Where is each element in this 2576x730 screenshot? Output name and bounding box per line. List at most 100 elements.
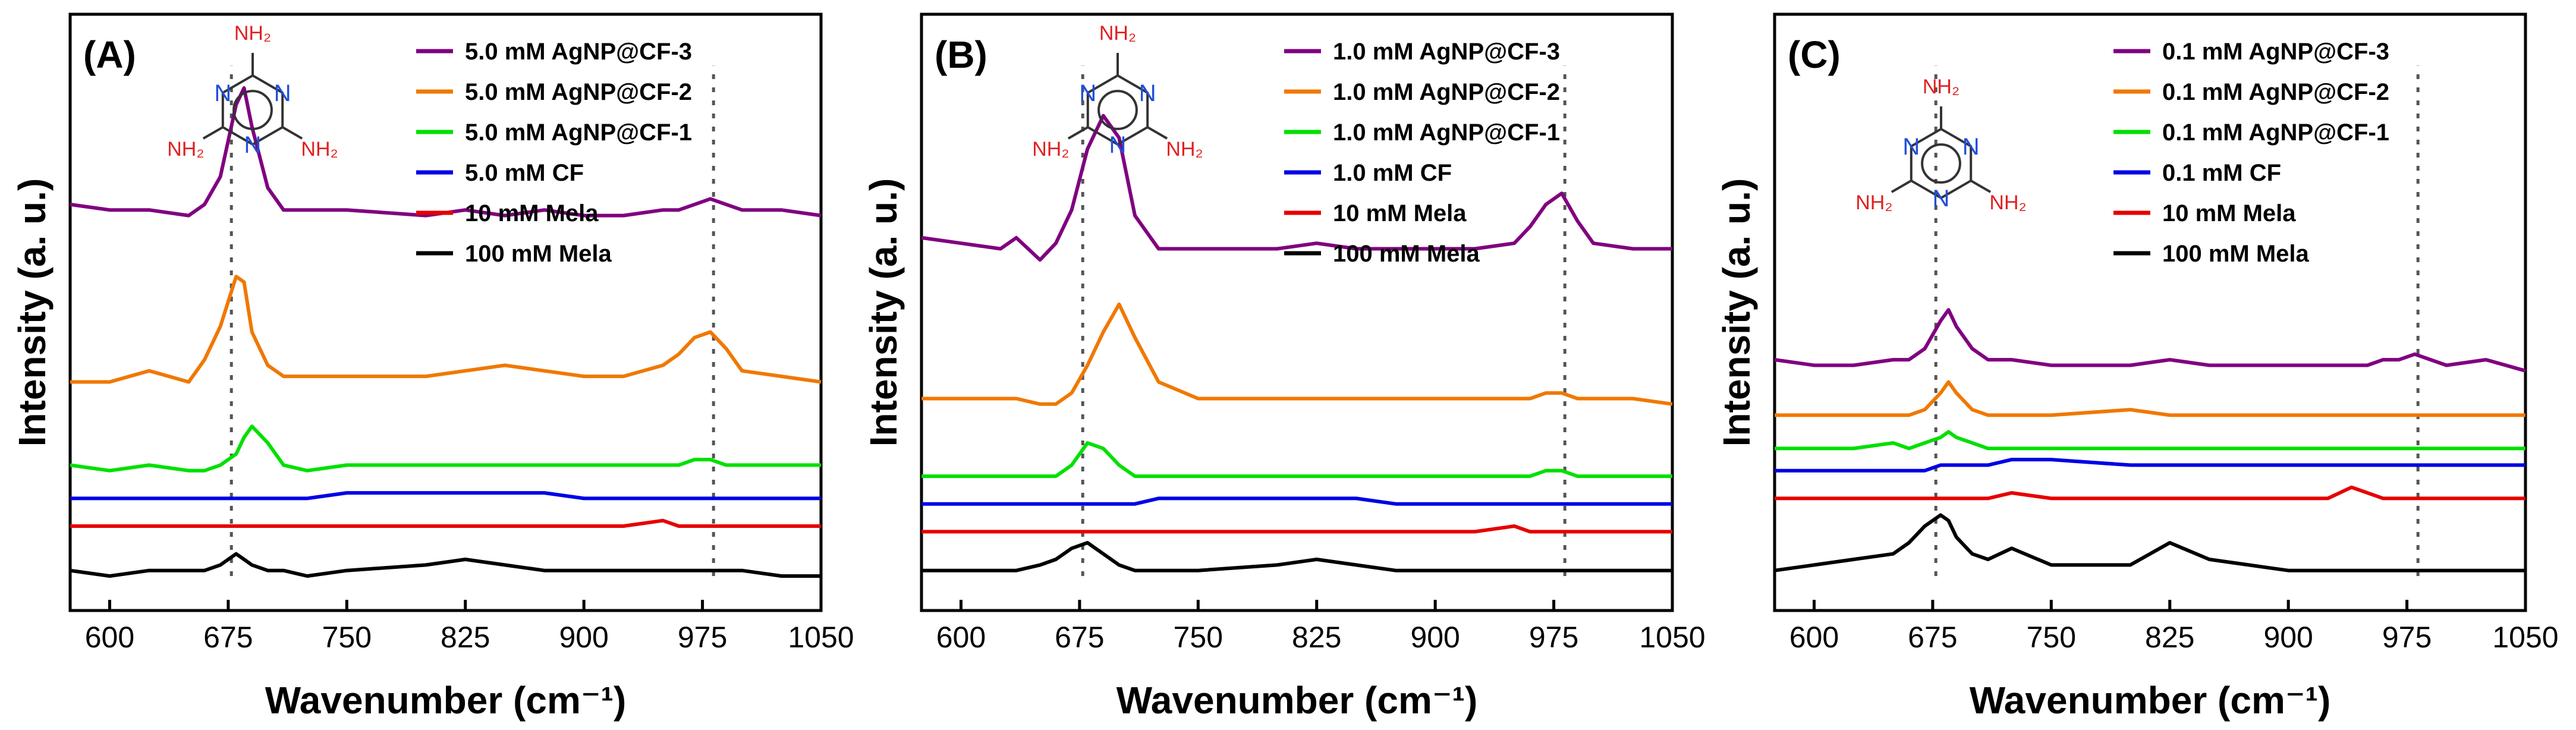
plot-frame — [1773, 12, 2527, 612]
amino-group: NH₂ — [234, 22, 271, 45]
legend-label: 1.0 mM AgNP@CF-3 — [1333, 39, 1560, 65]
substituent-bond — [1970, 180, 1992, 193]
plot-frame — [920, 12, 1674, 612]
substituent-bond — [1891, 180, 1912, 193]
legend-label: 0.1 mM AgNP@CF-1 — [2162, 119, 2389, 146]
panel-label: (C) — [1788, 33, 1841, 76]
legend-label: 100 mM Mela — [1333, 241, 1480, 267]
x-tick-label: 975 — [678, 621, 727, 654]
x-tick-label: 600 — [936, 621, 986, 654]
legend-label: 1.0 mM AgNP@CF-1 — [1333, 119, 1560, 146]
x-axis-title: Wavenumber (cm⁻¹) — [265, 679, 627, 722]
x-tick-label: 675 — [203, 621, 253, 654]
series-line-5 — [70, 518, 821, 528]
amino-group: NH₂ — [301, 138, 338, 161]
x-tick-label: 750 — [1174, 621, 1223, 654]
series-line-6 — [921, 541, 1672, 572]
x-tick-label: 825 — [441, 621, 490, 654]
aromatic-ring — [1097, 90, 1138, 130]
substituent-bond — [1067, 126, 1089, 140]
legend-label: 0.1 mM AgNP@CF-2 — [2162, 79, 2389, 105]
x-tick-label: 675 — [1908, 621, 1957, 654]
series-line-5 — [1775, 485, 2525, 501]
ring-nitrogen: N — [1109, 132, 1127, 158]
series-line-2 — [1775, 380, 2525, 417]
x-tick-label: 900 — [559, 621, 608, 654]
amino-group: NH₂ — [1032, 138, 1069, 161]
legend-label: 0.1 mM AgNP@CF-3 — [2162, 39, 2389, 65]
panel-label: (B) — [935, 33, 987, 76]
ring-nitrogen: N — [1139, 80, 1156, 106]
ring-nitrogen: N — [1933, 185, 1950, 212]
x-tick-label: 675 — [1055, 621, 1104, 654]
legend-label: 10 mM Mela — [1333, 200, 1467, 226]
legend-label: 10 mM Mela — [2162, 200, 2296, 226]
legend-label: 5.0 mM CF — [465, 160, 584, 186]
ring-nitrogen: N — [244, 132, 262, 158]
x-axis-title: Wavenumber (cm⁻¹) — [1116, 679, 1478, 722]
x-tick-label: 825 — [1292, 621, 1341, 654]
legend-label: 0.1 mM CF — [2162, 160, 2281, 186]
chart-panel-3: 600 675 750 825 900 975 1050 Wavenumber (cm⁻¹) I… — [1715, 12, 2559, 722]
series-line-2 — [70, 275, 822, 384]
x-tick-label: 600 — [1789, 621, 1839, 654]
series-line-6 — [1774, 513, 2525, 572]
x-tick-label: 900 — [2263, 621, 2313, 654]
series-line-5 — [921, 524, 1672, 534]
aromatic-ring — [1921, 143, 1961, 184]
amino-group: NH₂ — [1923, 75, 1959, 98]
series-line-3 — [921, 441, 1672, 479]
amino-group: NH₂ — [1989, 191, 2026, 214]
ring-bond — [1910, 127, 1973, 200]
x-tick-label: 600 — [85, 621, 134, 654]
series-line-1 — [1774, 308, 2526, 373]
y-axis-title: Intensity (a. u.) — [1715, 178, 1758, 447]
x-tick-label: 1050 — [1639, 621, 1705, 654]
amino-group: NH₂ — [1855, 191, 1892, 214]
substituent-bond — [202, 126, 224, 140]
legend-label: 5.0 mM AgNP@CF-1 — [465, 119, 692, 146]
ring-nitrogen: N — [1902, 134, 1920, 160]
substituent-bond — [282, 126, 303, 140]
ring-nitrogen: N — [1079, 80, 1096, 106]
x-tick-label: 975 — [1529, 621, 1578, 654]
ring-nitrogen: N — [1962, 134, 1980, 160]
series-line-6 — [70, 552, 821, 578]
ring-bond — [221, 74, 284, 146]
plot-frame — [68, 12, 823, 612]
aromatic-ring — [232, 90, 273, 130]
y-axis-title: Intensity (a. u.) — [11, 178, 54, 447]
legend-label: 1.0 mM CF — [1333, 160, 1452, 186]
amino-group: NH₂ — [1099, 22, 1136, 45]
x-tick-label: 750 — [2027, 621, 2076, 654]
series-line-4 — [70, 491, 821, 501]
amino-group: NH₂ — [1166, 138, 1203, 161]
amino-group: NH₂ — [167, 138, 204, 161]
ring-bond — [1086, 74, 1149, 146]
substituent-bond — [1147, 126, 1168, 140]
x-axis-title: Wavenumber (cm⁻¹) — [1970, 679, 2331, 722]
x-tick-label: 975 — [2382, 621, 2432, 654]
legend-label: 5.0 mM AgNP@CF-3 — [465, 39, 692, 65]
x-tick-label: 825 — [2145, 621, 2194, 654]
series-line-3 — [1775, 430, 2525, 451]
ring-nitrogen: N — [274, 80, 291, 106]
x-tick-label: 900 — [1410, 621, 1460, 654]
series-line-1 — [921, 114, 1672, 262]
legend-label: 100 mM Mela — [2162, 241, 2310, 267]
legend-label: 5.0 mM AgNP@CF-2 — [465, 79, 692, 105]
chart-panel-1: 600 675 750 825 900 975 1050 Wavenumber (cm⁻¹) I… — [11, 12, 854, 722]
chart-panel-2: 600 675 750 825 900 975 1050 Wavenumber (cm⁻¹) I… — [862, 12, 1706, 722]
x-tick-label: 750 — [322, 621, 372, 654]
legend-label: 1.0 mM AgNP@CF-2 — [1333, 79, 1560, 105]
series-line-4 — [921, 496, 1672, 506]
series-line-2 — [921, 302, 1673, 406]
series-line-4 — [1775, 458, 2525, 473]
series-line-3 — [70, 424, 821, 473]
x-tick-label: 1050 — [788, 621, 854, 654]
legend-label: 10 mM Mela — [465, 200, 599, 226]
panel-label: (A) — [83, 33, 136, 76]
